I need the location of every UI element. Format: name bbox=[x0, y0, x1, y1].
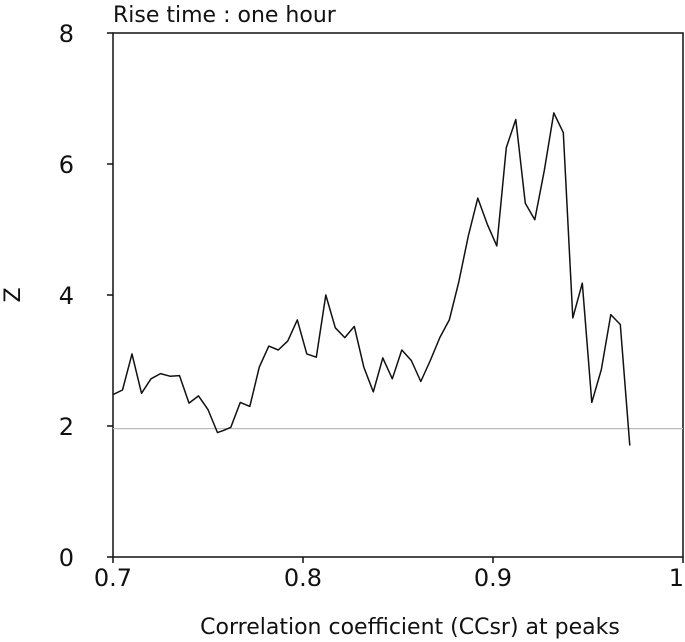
plot-area bbox=[112, 32, 684, 558]
y-axis-label: Z bbox=[1, 287, 26, 302]
x-tick-label: 0.8 bbox=[284, 564, 322, 592]
x-tick-label: 0.7 bbox=[94, 564, 132, 592]
y-axis: 0 2 4 6 8 bbox=[59, 20, 113, 572]
y-tick-label: 0 bbox=[59, 544, 74, 572]
y-tick-label: 8 bbox=[59, 20, 74, 48]
x-tick-label: 1 bbox=[669, 564, 684, 592]
y-tick-label: 2 bbox=[59, 413, 74, 441]
x-axis: 0.7 0.8 0.9 1 bbox=[94, 557, 684, 592]
series-line bbox=[112, 112, 631, 446]
x-axis-label: Correlation coefficient (CCsr) at peaks bbox=[200, 615, 620, 640]
plot-frame bbox=[112, 32, 684, 558]
chart-title: Rise time : one hour bbox=[113, 3, 337, 28]
y-tick-label: 4 bbox=[59, 282, 74, 310]
x-tick-label: 0.9 bbox=[474, 564, 512, 592]
y-tick-label: 6 bbox=[59, 151, 74, 179]
